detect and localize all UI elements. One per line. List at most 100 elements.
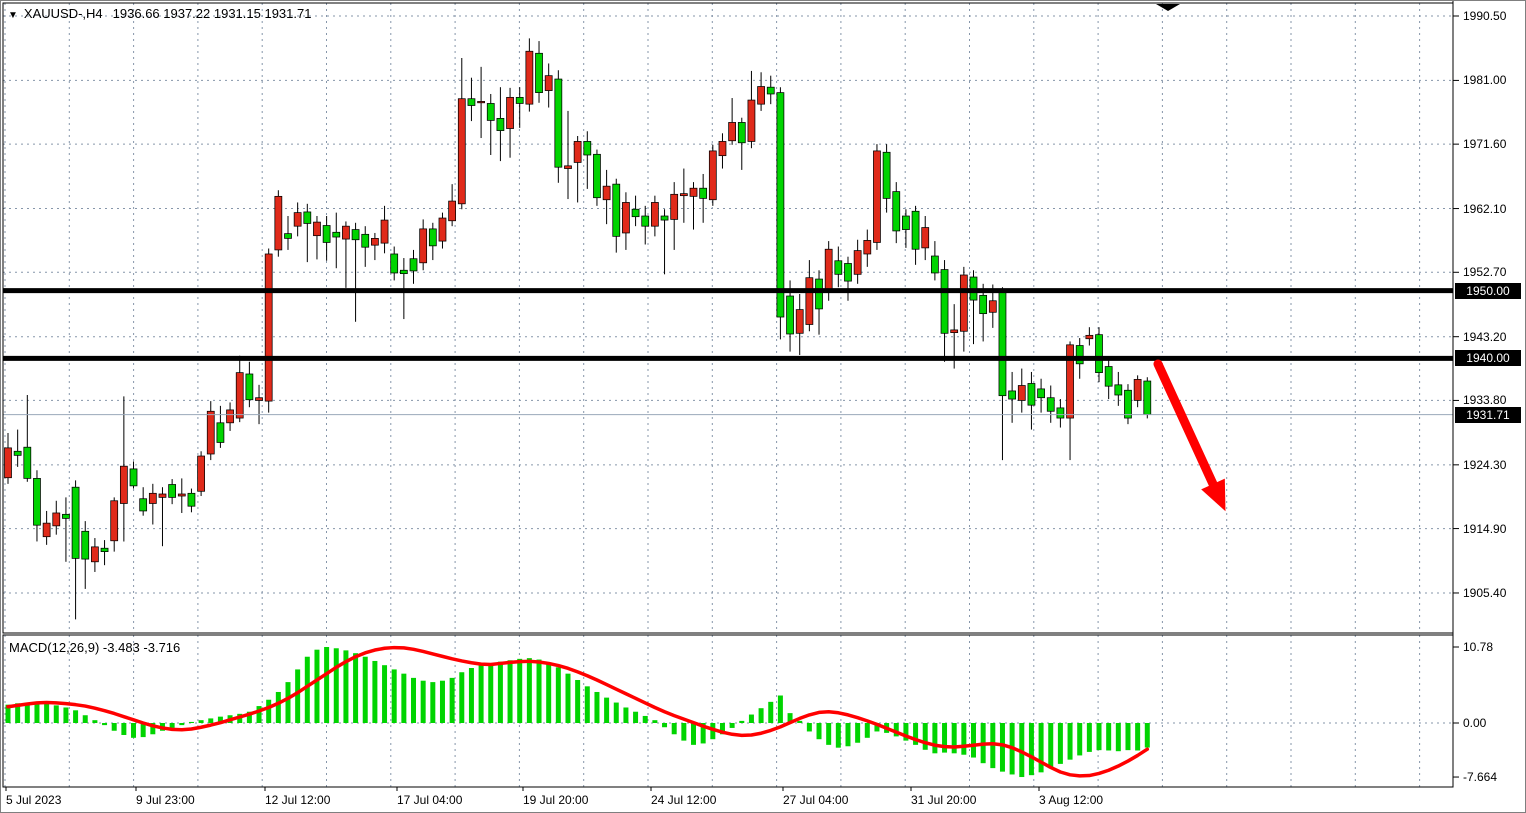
bull-candle[interactable] xyxy=(1085,334,1094,340)
bear-candle[interactable] xyxy=(940,269,949,334)
bear-candle[interactable] xyxy=(535,52,543,93)
bull-candle[interactable] xyxy=(988,300,997,313)
bear-candle[interactable] xyxy=(62,513,70,519)
bear-candle[interactable] xyxy=(13,450,22,456)
bull-candle[interactable] xyxy=(177,493,186,497)
bull-candle[interactable] xyxy=(148,492,157,504)
bull-candle[interactable] xyxy=(226,409,234,424)
bull-candle[interactable] xyxy=(622,202,630,234)
bear-candle[interactable] xyxy=(284,233,292,239)
bear-candle[interactable] xyxy=(1114,384,1123,396)
bear-candle[interactable] xyxy=(1027,383,1036,406)
bull-candle[interactable] xyxy=(91,546,99,563)
bear-candle[interactable] xyxy=(1046,397,1055,412)
bear-candle[interactable] xyxy=(428,228,437,247)
bear-candle[interactable] xyxy=(496,118,505,131)
bull-candle[interactable] xyxy=(863,240,872,255)
bear-candle[interactable] xyxy=(390,253,399,274)
bull-candle[interactable] xyxy=(42,522,51,538)
bear-candle[interactable] xyxy=(979,294,988,315)
bear-candle[interactable] xyxy=(1075,345,1084,365)
bear-candle[interactable] xyxy=(699,187,708,199)
bull-candle[interactable] xyxy=(728,122,736,142)
bull-candle[interactable] xyxy=(602,185,611,201)
bear-candle[interactable] xyxy=(1056,407,1065,419)
bull-candle[interactable] xyxy=(525,50,534,105)
bull-candle[interactable] xyxy=(110,500,119,542)
bear-candle[interactable] xyxy=(892,191,901,232)
bull-candle[interactable] xyxy=(158,493,167,498)
bear-candle[interactable] xyxy=(834,260,843,275)
bear-candle[interactable] xyxy=(931,255,939,274)
bull-candle[interactable] xyxy=(921,227,930,249)
bear-candle[interactable] xyxy=(139,498,148,512)
bear-candle[interactable] xyxy=(911,210,920,250)
bull-candle[interactable] xyxy=(313,221,321,237)
bull-candle[interactable] xyxy=(853,250,862,275)
bear-candle[interactable] xyxy=(882,151,891,199)
bear-candle[interactable] xyxy=(844,263,852,282)
bull-candle[interactable] xyxy=(1066,344,1074,419)
bull-candle[interactable] xyxy=(573,141,582,163)
symbol-dropdown-icon[interactable]: ▼ xyxy=(8,10,18,21)
bull-candle[interactable] xyxy=(52,512,61,527)
bear-candle[interactable] xyxy=(554,78,563,168)
bull-candle[interactable] xyxy=(235,372,244,419)
bull-candle[interactable] xyxy=(824,248,833,292)
bear-candle[interactable] xyxy=(245,373,254,401)
bull-candle[interactable] xyxy=(544,75,553,91)
bull-candle[interactable] xyxy=(342,225,350,240)
bear-candle[interactable] xyxy=(486,103,495,121)
bear-candle[interactable] xyxy=(303,211,312,224)
bull-candle[interactable] xyxy=(419,228,428,264)
bear-candle[interactable] xyxy=(361,233,370,248)
bear-candle[interactable] xyxy=(902,215,910,230)
trend-arrow-head[interactable] xyxy=(1201,478,1226,512)
bear-candle[interactable] xyxy=(737,122,746,144)
chart-shift-marker-icon[interactable] xyxy=(1156,4,1180,11)
bull-candle[interactable] xyxy=(255,397,263,401)
bull-candle[interactable] xyxy=(747,99,756,142)
bear-candle[interactable] xyxy=(168,484,177,498)
bull-candle[interactable] xyxy=(448,200,457,222)
bull-candle[interactable] xyxy=(293,212,302,227)
bear-candle[interactable] xyxy=(332,231,341,238)
bull-candle[interactable] xyxy=(873,150,881,243)
bear-candle[interactable] xyxy=(81,530,90,560)
bear-candle[interactable] xyxy=(583,141,592,156)
bear-candle[interactable] xyxy=(71,486,80,559)
bull-candle[interactable] xyxy=(206,410,215,455)
bull-candle[interactable] xyxy=(718,141,727,157)
bear-candle[interactable] xyxy=(660,215,669,221)
bull-candle[interactable] xyxy=(564,165,572,169)
bear-candle[interactable] xyxy=(776,92,785,318)
bull-candle[interactable] xyxy=(950,329,959,334)
bear-candle[interactable] xyxy=(515,96,524,104)
bull-candle[interactable] xyxy=(795,309,804,334)
bull-candle[interactable] xyxy=(708,150,717,201)
bull-candle[interactable] xyxy=(457,98,466,205)
bear-candle[interactable] xyxy=(998,292,1007,397)
bear-candle[interactable] xyxy=(187,492,196,507)
bull-candle[interactable] xyxy=(197,455,205,492)
bull-candle[interactable] xyxy=(380,219,389,244)
bear-candle[interactable] xyxy=(766,86,775,95)
bull-candle[interactable] xyxy=(679,193,688,197)
bull-candle[interactable] xyxy=(477,101,485,104)
bull-candle[interactable] xyxy=(438,217,447,242)
bull-candle[interactable] xyxy=(805,277,814,325)
bear-candle[interactable] xyxy=(23,446,32,479)
bear-candle[interactable] xyxy=(216,422,225,443)
bear-candle[interactable] xyxy=(399,269,408,275)
bear-candle[interactable] xyxy=(612,183,621,237)
bull-candle[interactable] xyxy=(1017,385,1026,401)
bull-candle[interactable] xyxy=(264,253,273,402)
bear-candle[interactable] xyxy=(351,229,360,241)
bull-candle[interactable] xyxy=(670,193,679,220)
bull-candle[interactable] xyxy=(506,96,514,129)
trend-arrow-shaft[interactable] xyxy=(1153,359,1218,489)
bear-candle[interactable] xyxy=(1124,389,1132,419)
bear-candle[interactable] xyxy=(129,468,138,487)
bear-candle[interactable] xyxy=(100,547,109,552)
